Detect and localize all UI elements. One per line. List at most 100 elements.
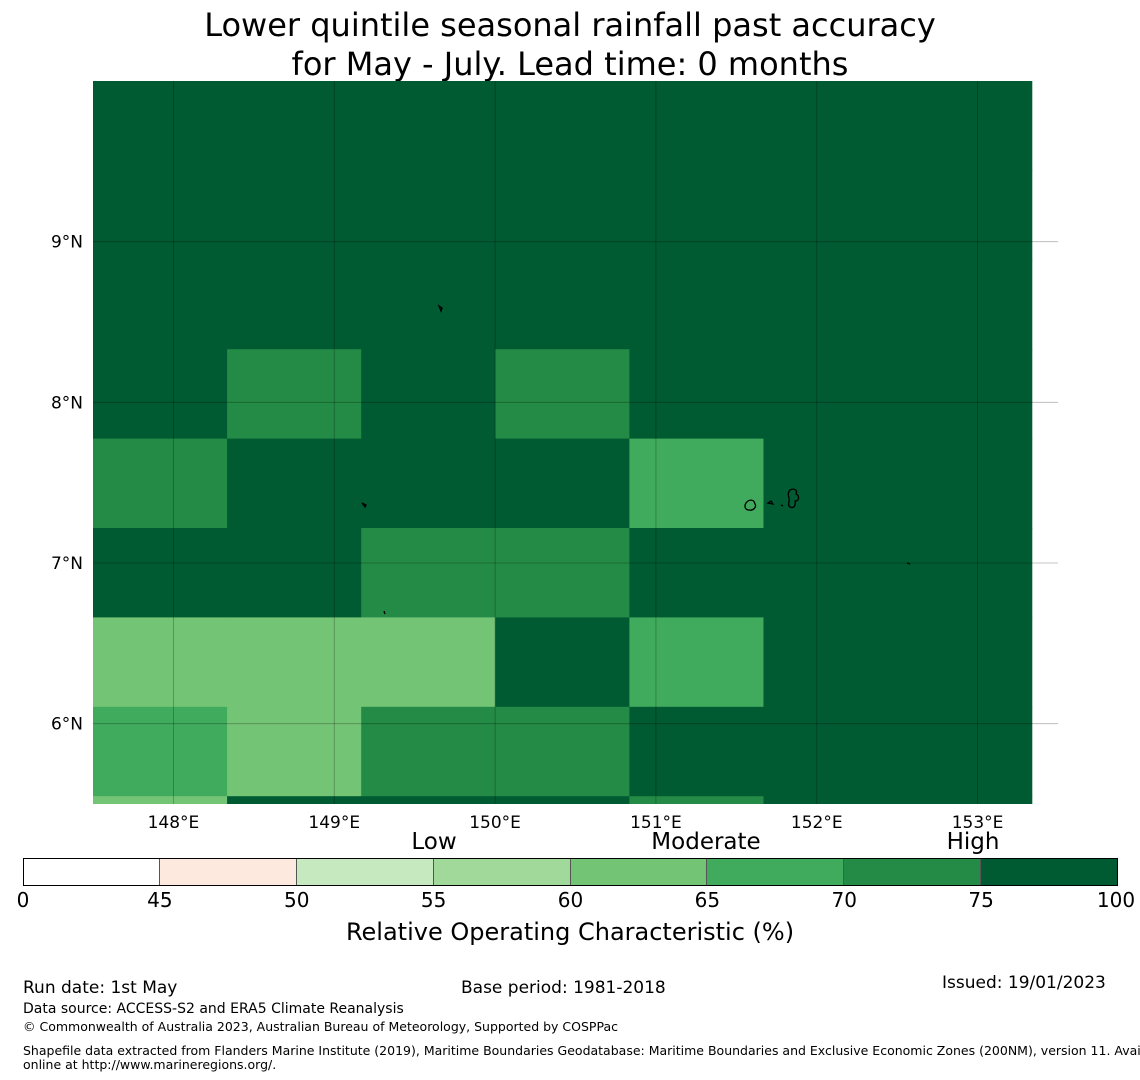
grid-cell bbox=[227, 617, 362, 708]
colorbar-tick: 75 bbox=[968, 888, 994, 912]
colorbar-tick: 50 bbox=[284, 888, 310, 912]
map-title-line-1: Lower quintile seasonal rainfall past ac… bbox=[204, 6, 936, 44]
grid-cell bbox=[93, 796, 228, 804]
grid-cell bbox=[763, 438, 899, 529]
colorbar-bin bbox=[159, 859, 297, 886]
grid-cell bbox=[227, 528, 362, 618]
grid-cell bbox=[763, 528, 899, 618]
grid-cell bbox=[495, 349, 630, 440]
grid-cell bbox=[897, 81, 1033, 171]
grid-cell bbox=[93, 617, 228, 708]
grid-cell bbox=[93, 349, 228, 440]
longitude-label: 151°E bbox=[630, 813, 682, 830]
latitude-label: 7°N bbox=[51, 554, 83, 574]
graticule bbox=[93, 81, 1058, 804]
grid-cell bbox=[361, 706, 496, 797]
colorbar-bin bbox=[707, 859, 845, 886]
map-title-line-2: for May - July. Lead time: 0 months bbox=[291, 45, 849, 83]
grid-cell bbox=[629, 706, 765, 797]
latitude-tick-labels: 9°N 8°N 7°N 6°N bbox=[51, 233, 83, 735]
grid-cell bbox=[227, 706, 362, 797]
grid-cell bbox=[361, 81, 496, 171]
longitude-label: 149°E bbox=[308, 813, 360, 830]
longitude-label: 148°E bbox=[148, 813, 200, 830]
category-moderate: Moderate bbox=[651, 829, 761, 855]
grid-cell bbox=[897, 170, 1033, 261]
colorbar-tick: 0 bbox=[16, 888, 30, 912]
grid-cell bbox=[227, 81, 362, 171]
grid-cell bbox=[93, 528, 228, 618]
island bbox=[744, 499, 757, 511]
grid-cell bbox=[629, 617, 765, 708]
colorbar-tick: 45 bbox=[147, 888, 173, 912]
grid-cell bbox=[93, 438, 228, 529]
colorbar-tick: 70 bbox=[831, 888, 857, 912]
grid-cell bbox=[495, 617, 630, 708]
colorbar-bin bbox=[844, 859, 982, 886]
grid-cell bbox=[763, 796, 899, 804]
grid-cell bbox=[495, 528, 630, 618]
longitude-label: 150°E bbox=[469, 813, 521, 830]
grid-cell bbox=[361, 528, 496, 618]
grid-cell bbox=[897, 528, 1033, 618]
grid-cell bbox=[629, 170, 765, 261]
longitude-tick-labels: 148°E 149°E 150°E 151°E 152°E 153°E bbox=[148, 813, 1004, 830]
grid-cell bbox=[629, 528, 765, 618]
grid-cell bbox=[361, 259, 496, 350]
colorbar-tick: 65 bbox=[694, 888, 721, 912]
category-low: Low bbox=[411, 829, 457, 855]
colorbar-frame bbox=[23, 858, 1118, 886]
shapefile-credit-line-1: Shapefile data extracted from Flanders M… bbox=[23, 1043, 1140, 1058]
grid-cell bbox=[763, 617, 899, 708]
grid-cell bbox=[897, 259, 1033, 350]
grid-cell bbox=[897, 706, 1033, 797]
grid-cell bbox=[93, 259, 228, 350]
colorbar-bin bbox=[296, 859, 434, 886]
shapefile-credit-line-2: online at http://www.marineregions.org/. bbox=[23, 1057, 277, 1072]
grid-cell bbox=[361, 796, 496, 804]
island bbox=[437, 304, 443, 313]
latitude-label: 8°N bbox=[51, 393, 83, 413]
grid-cell bbox=[495, 438, 630, 529]
island bbox=[361, 502, 367, 509]
island bbox=[383, 610, 386, 615]
grid-cell bbox=[227, 438, 362, 529]
category-high: High bbox=[946, 829, 1000, 855]
grid-cell bbox=[495, 796, 630, 804]
island bbox=[787, 488, 800, 509]
grid-cell bbox=[763, 170, 899, 261]
grid-cell bbox=[227, 796, 362, 804]
latitude-label: 9°N bbox=[51, 233, 83, 253]
grid-cell bbox=[227, 349, 362, 440]
colorbar-tick: 100 bbox=[1096, 888, 1136, 912]
grid-cell bbox=[897, 438, 1033, 529]
grid-cell bbox=[897, 796, 1033, 804]
island bbox=[766, 500, 775, 505]
issued-date: Issued: 19/01/2023 bbox=[942, 973, 1106, 993]
grid-cell bbox=[495, 170, 630, 261]
base-period: Base period: 1981-2018 bbox=[461, 978, 666, 998]
grid-cell bbox=[763, 706, 899, 797]
grid-cell bbox=[93, 170, 228, 261]
grid-cell bbox=[629, 349, 765, 440]
grid-cell bbox=[495, 81, 630, 171]
island bbox=[780, 504, 784, 507]
latitude-label: 6°N bbox=[51, 715, 83, 735]
colorbar-tick: 60 bbox=[557, 888, 584, 912]
grid-cell bbox=[629, 796, 765, 804]
colorbar-tick: 55 bbox=[420, 888, 447, 912]
grid-cell bbox=[361, 170, 496, 261]
islands bbox=[361, 304, 911, 615]
grid-cell bbox=[495, 259, 630, 350]
rainfall-accuracy-grid bbox=[93, 81, 1033, 804]
grid-cell bbox=[763, 81, 899, 171]
grid-cell bbox=[897, 617, 1033, 708]
colorbar-title: Relative Operating Characteristic (%) bbox=[345, 918, 795, 946]
grid-cell bbox=[361, 617, 496, 708]
grid-cell bbox=[227, 170, 362, 261]
map-plot: 148°E 149°E 150°E 151°E 152°E 153°E 9°N 8°N 7°N… bbox=[51, 81, 1058, 830]
copyright: © Commonwealth of Australia 2023, Austra… bbox=[23, 1019, 618, 1034]
run-date: Run date: 1st May bbox=[23, 978, 178, 998]
colorbar-bin bbox=[570, 859, 708, 886]
data-source: Data source: ACCESS-S2 and ERA5 Climate … bbox=[23, 1001, 404, 1017]
